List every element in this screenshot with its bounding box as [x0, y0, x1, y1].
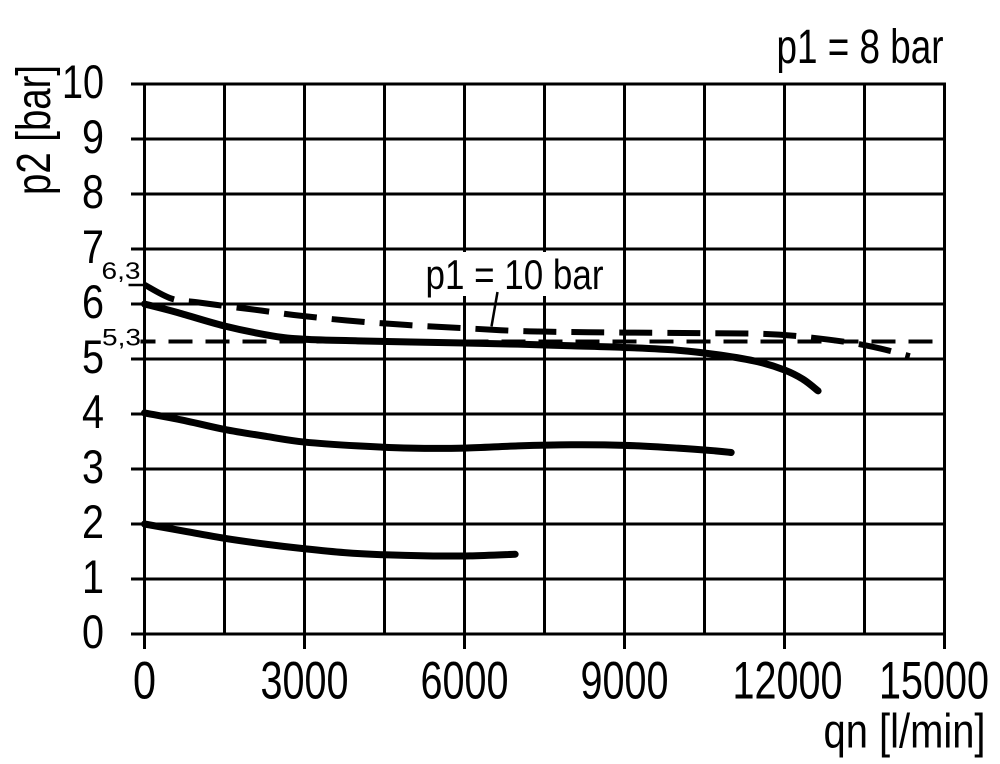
- annotation-p1-10bar-label: p1 = 10 bar: [426, 251, 604, 298]
- x-axis-label: qn [l/min]: [824, 706, 986, 759]
- y-tick-label-2: 2: [82, 495, 104, 548]
- x-tick-label-12000: 12000: [733, 652, 843, 711]
- y-tick-label-10: 10: [62, 55, 104, 108]
- grid: [131, 82, 946, 649]
- curve-2-solid: [141, 409, 735, 456]
- curve-0-solid: [141, 300, 822, 395]
- x-tick-label-0: 0: [133, 652, 156, 711]
- curve-3-solid: [141, 520, 519, 560]
- y-axis-label: p2 [bar]: [8, 65, 61, 195]
- curve-1-dashed: [143, 282, 911, 360]
- x-tick-labels: 0 3000 6000 9000 12000 15000: [133, 652, 989, 711]
- x-tick-label-9000: 9000: [581, 652, 669, 711]
- x-tick-label-6000: 6000: [421, 652, 509, 711]
- x-tick-label-3000: 3000: [261, 652, 349, 711]
- y-tick-label-6: 6: [82, 275, 104, 328]
- y-tick-label-9: 9: [82, 110, 104, 163]
- annotation-p1-10bar-leader: [490, 291, 499, 327]
- y-tick-label-4: 4: [82, 385, 104, 438]
- chart-title: p1 = 8 bar: [777, 21, 944, 74]
- y-tick-label-7: 7: [82, 220, 104, 273]
- y-tick-label-0: 0: [82, 605, 104, 658]
- curves: [141, 282, 911, 560]
- annotation-5-3-label: 5,3: [102, 325, 141, 352]
- callout-knockout-box: [421, 252, 611, 296]
- y-tick-label-8: 8: [82, 165, 104, 218]
- y-tick-label-5: 5: [82, 330, 104, 383]
- annotation-6-3-label: 6,3: [102, 258, 141, 285]
- y-tick-label-1: 1: [82, 550, 104, 603]
- annotations: 6,3 5,3 p1 = 10 bar: [102, 251, 604, 352]
- y-tick-label-3: 3: [82, 440, 104, 493]
- x-tick-label-15000: 15000: [879, 652, 989, 711]
